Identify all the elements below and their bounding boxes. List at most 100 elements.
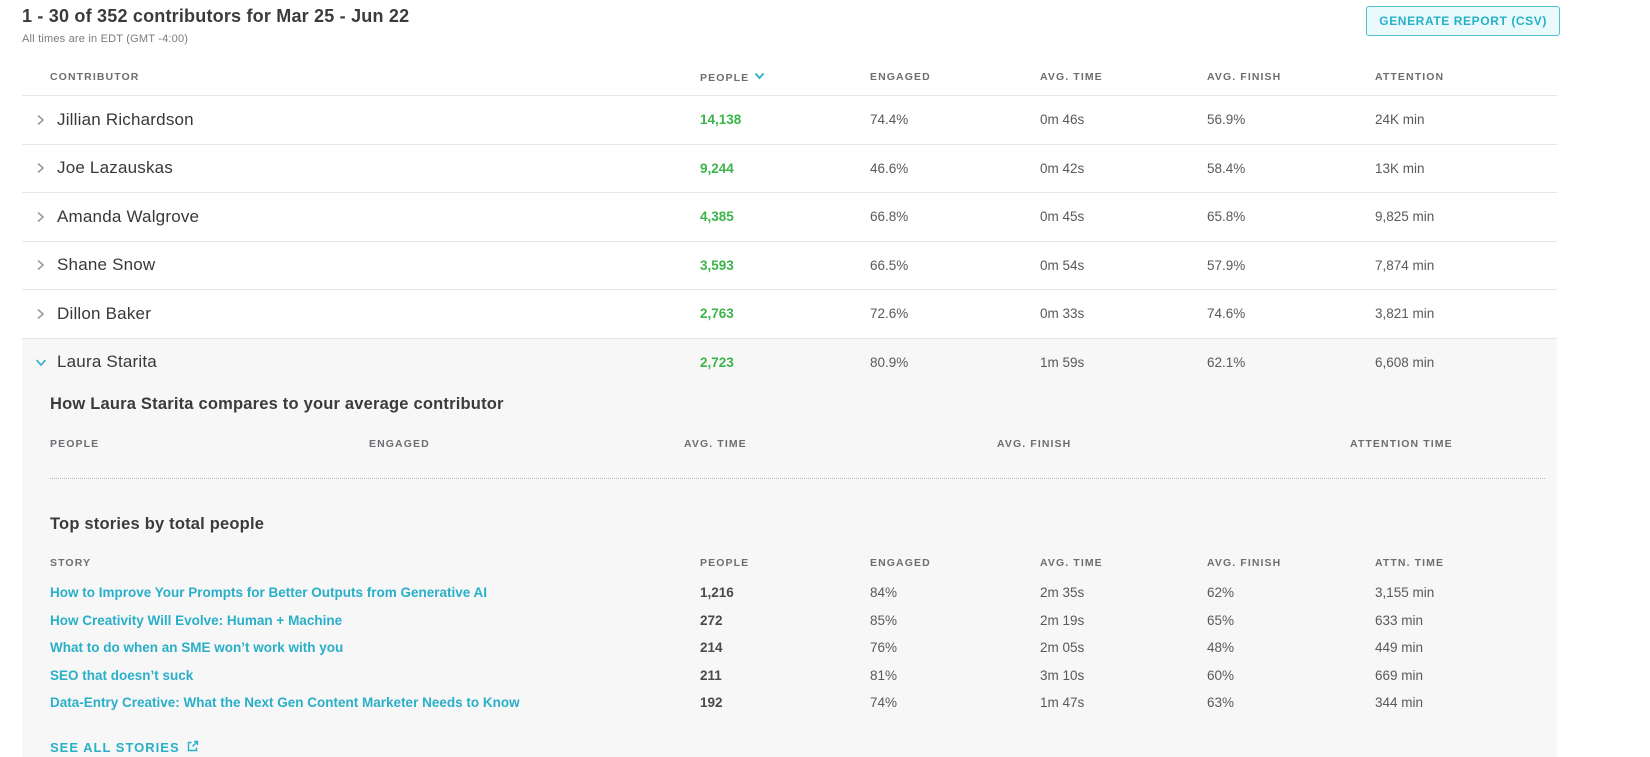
column-header-avg-time[interactable]: AVG. TIME	[1040, 71, 1103, 83]
chevron-right-icon[interactable]	[35, 162, 50, 174]
avg-finish-value: 57.9%	[1207, 257, 1246, 273]
story-row: What to do when an SME won’t work with y…	[50, 634, 1557, 662]
story-avg-finish-value: 60%	[1207, 667, 1235, 683]
contributor-detail-panel: How Laura Starita compares to your avera…	[22, 386, 1557, 757]
engaged-value: 46.6%	[870, 160, 909, 176]
column-header-contributor[interactable]: CONTRIBUTOR	[50, 71, 140, 83]
story-engaged-value: 81%	[870, 667, 898, 683]
story-link[interactable]: What to do when an SME won’t work with y…	[50, 640, 344, 656]
contributor-row-laura-starita[interactable]: Laura Starita 2,723 80.9% 1m 59s 62.1% 6…	[22, 337, 1557, 387]
story-link[interactable]: How to Improve Your Prompts for Better O…	[50, 585, 488, 601]
story-row: Data-Entry Creative: What the Next Gen C…	[50, 689, 1557, 717]
engaged-value: 74.4%	[870, 112, 909, 128]
avg-time-value: 1m 59s	[1040, 354, 1085, 370]
story-attn-time-value: 669 min	[1375, 667, 1424, 683]
timezone-note: All times are in EDT (GMT -4:00)	[22, 33, 189, 45]
story-link[interactable]: Data-Entry Creative: What the Next Gen C…	[50, 695, 520, 711]
people-value: 9,244	[700, 160, 734, 176]
contributor-name: Shane Snow	[57, 255, 156, 275]
story-people-value: 272	[700, 612, 723, 628]
top-bar: 1 - 30 of 352 contributors for Mar 25 - …	[0, 0, 1650, 45]
sort-descending-icon	[754, 71, 765, 83]
top-stories-title: Top stories by total people	[50, 515, 265, 533]
story-avg-finish-value: 65%	[1207, 612, 1235, 628]
story-avg-time-value: 3m 10s	[1040, 667, 1085, 683]
engaged-value: 72.6%	[870, 306, 909, 322]
story-people-value: 1,216	[700, 585, 734, 601]
avg-finish-value: 56.9%	[1207, 112, 1246, 128]
attention-value: 9,825 min	[1375, 209, 1435, 225]
story-engaged-value: 84%	[870, 585, 898, 601]
contributor-row-shane-snow[interactable]: Shane Snow 3,593 66.5% 0m 54s 57.9% 7,87…	[22, 240, 1557, 290]
avg-time-value: 0m 42s	[1040, 160, 1085, 176]
engaged-value: 80.9%	[870, 354, 909, 370]
story-attn-time-value: 3,155 min	[1375, 585, 1435, 601]
chevron-right-icon[interactable]	[35, 259, 50, 271]
contributor-row-amanda-walgrove[interactable]: Amanda Walgrove 4,385 66.8% 0m 45s 65.8%…	[22, 192, 1557, 241]
page-title: 1 - 30 of 352 contributors for Mar 25 - …	[22, 6, 410, 26]
contributor-name: Dillon Baker	[57, 303, 152, 323]
compare-header-engaged: ENGAGED	[369, 438, 430, 450]
column-header-avg-finish[interactable]: AVG. FINISH	[1207, 71, 1282, 83]
story-people-value: 214	[700, 640, 723, 656]
compare-table-header: PEOPLE ENGAGED AVG. TIME AVG. FINISH ATT…	[50, 438, 1557, 450]
contributor-row-dillon-baker[interactable]: Dillon Baker 2,763 72.6% 0m 33s 74.6% 3,…	[22, 289, 1557, 338]
compare-section-title: How Laura Starita compares to your avera…	[50, 395, 504, 413]
avg-time-value: 0m 54s	[1040, 257, 1085, 273]
stories-header-attn-time: ATTN. TIME	[1375, 557, 1445, 569]
attention-value: 3,821 min	[1375, 306, 1435, 322]
story-attn-time-value: 449 min	[1375, 640, 1424, 656]
generate-report-button[interactable]: GENERATE REPORT (CSV)	[1366, 6, 1560, 36]
attention-value: 6,608 min	[1375, 354, 1435, 370]
column-header-people[interactable]: PEOPLE	[700, 71, 870, 84]
story-avg-time-value: 1m 47s	[1040, 695, 1085, 711]
stories-header-story: STORY	[50, 557, 92, 569]
engaged-value: 66.8%	[870, 209, 909, 225]
chevron-right-icon[interactable]	[35, 308, 50, 320]
story-link[interactable]: How Creativity Will Evolve: Human + Mach…	[50, 612, 343, 628]
contributor-name: Laura Starita	[57, 352, 157, 372]
story-people-value: 211	[700, 667, 722, 683]
story-avg-time-value: 2m 35s	[1040, 585, 1085, 601]
stories-header-avg-time: AVG. TIME	[1040, 557, 1103, 569]
people-value: 4,385	[700, 209, 734, 225]
column-header-attention[interactable]: ATTENTION	[1375, 71, 1445, 83]
stories-header-avg-finish: AVG. FINISH	[1207, 557, 1282, 569]
stories-header-engaged: ENGAGED	[870, 557, 931, 569]
story-link[interactable]: SEO that doesn’t suck	[50, 667, 194, 683]
story-avg-finish-value: 48%	[1207, 640, 1235, 656]
avg-finish-value: 65.8%	[1207, 209, 1246, 225]
story-avg-finish-value: 62%	[1207, 585, 1235, 601]
contributor-row-joe-lazauskas[interactable]: Joe Lazauskas 9,244 46.6% 0m 42s 58.4% 1…	[22, 143, 1557, 193]
chevron-right-icon[interactable]	[35, 211, 50, 223]
story-attn-time-value: 633 min	[1375, 612, 1424, 628]
avg-finish-value: 74.6%	[1207, 306, 1246, 322]
story-row: How Creativity Will Evolve: Human + Mach…	[50, 607, 1557, 635]
attention-value: 24K min	[1375, 112, 1425, 128]
story-avg-finish-value: 63%	[1207, 695, 1235, 711]
compare-header-people: PEOPLE	[50, 438, 100, 450]
avg-time-value: 0m 33s	[1040, 306, 1085, 322]
stories-header-people: PEOPLE	[700, 557, 750, 569]
story-engaged-value: 85%	[870, 612, 898, 628]
section-divider	[50, 478, 1545, 479]
story-attn-time-value: 344 min	[1375, 695, 1424, 711]
external-link-icon	[186, 739, 200, 756]
engaged-value: 66.5%	[870, 257, 909, 273]
compare-header-avg-time: AVG. TIME	[684, 438, 747, 450]
column-header-engaged[interactable]: ENGAGED	[870, 71, 931, 83]
contributor-row-jillian-richardson[interactable]: Jillian Richardson 14,138 74.4% 0m 46s 5…	[22, 95, 1557, 144]
avg-time-value: 0m 45s	[1040, 209, 1085, 225]
chevron-down-icon[interactable]	[35, 357, 50, 368]
avg-time-value: 0m 46s	[1040, 112, 1085, 128]
story-avg-time-value: 2m 19s	[1040, 612, 1085, 628]
contributor-name: Joe Lazauskas	[57, 158, 174, 178]
chevron-right-icon[interactable]	[35, 114, 50, 126]
people-value: 3,593	[700, 257, 734, 273]
title-block: 1 - 30 of 352 contributors for Mar 25 - …	[22, 6, 409, 45]
see-all-stories-link[interactable]: SEE ALL STORIES	[50, 739, 200, 756]
story-engaged-value: 74%	[870, 695, 898, 711]
story-avg-time-value: 2m 05s	[1040, 640, 1085, 656]
contributors-table: CONTRIBUTOR PEOPLE ENGAGED AVG. TIME AVG…	[22, 59, 1557, 757]
